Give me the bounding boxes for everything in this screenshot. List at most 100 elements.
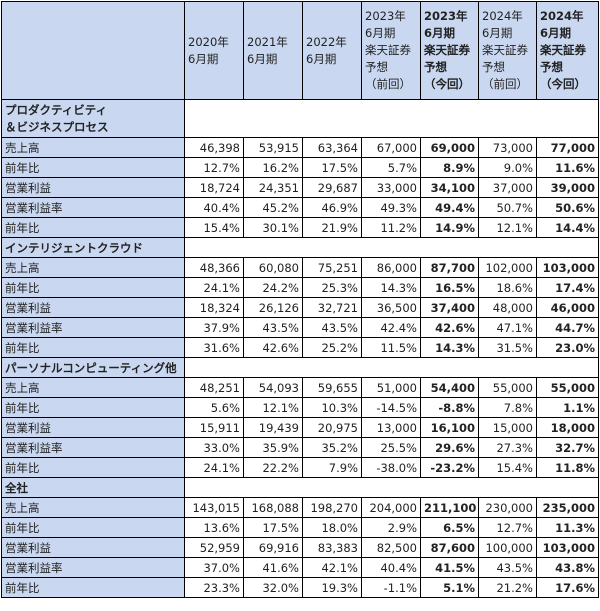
table-cell: 42.1% [302,557,362,578]
column-header-2024-previous: 2024年 6月期 楽天証券 予想 （前回） [478,1,537,100]
table-cell: 29,687 [302,177,362,198]
table-cell: 15,000 [478,417,537,438]
header-row: 2020年 6月期 2021年 6月期 2022年 6月期 2023年 6月期 … [1,1,599,100]
table-cell: 39,000 [536,177,599,198]
table-row: 売上高 46,398 53,915 63,364 67,000 69,000 73,000 7… [1,137,599,158]
table-cell: 5.6% [184,397,244,418]
table-cell: 103,000 [536,257,599,278]
table-cell: 48,366 [184,257,244,278]
table-cell: 47.1% [478,317,537,338]
table-row: 前年比 31.6% 42.6% 25.2% 11.5% 14.3% 31.5% 23.0% [1,337,599,358]
table-cell: 27.3% [478,437,537,458]
table-cell: 102,000 [478,257,537,278]
table-cell: 230,000 [478,497,537,518]
table-cell: 15.4% [184,217,244,238]
table-cell: 17.5% [302,157,362,178]
table-cell: 168,088 [243,497,303,518]
table-cell: 11.2% [361,217,421,238]
table-cell: 42.6% [420,317,479,338]
table-cell: 21.2% [478,577,537,598]
table-cell: 53,915 [243,137,303,158]
row-label: 前年比 [1,337,185,358]
table-cell: -14.5% [361,397,421,418]
column-header-2023-previous: 2023年 6月期 楽天証券 予想 （前回） [361,1,421,100]
table-cell: 5.7% [361,157,421,178]
table-cell: 37.9% [184,317,244,338]
table-cell: 15,911 [184,417,244,438]
table-cell: 83,383 [302,537,362,558]
table-cell: 13.6% [184,517,244,538]
table-cell: 54,093 [243,377,303,398]
table-cell: 7.9% [302,457,362,478]
table-cell: 11.8% [536,457,599,478]
table-cell: 204,000 [361,497,421,518]
table-cell: 75,251 [302,257,362,278]
section-title: パーソナルコンピューティング他 [1,357,185,378]
table-cell: 18.0% [302,517,362,538]
table-cell: 15.4% [478,457,537,478]
row-label: 前年比 [1,277,185,298]
table-cell: 37,400 [420,297,479,318]
column-header-2021: 2021年 6月期 [243,1,303,100]
table-cell: -23.2% [420,457,479,478]
table-row: 営業利益 52,959 69,916 83,383 82,500 87,600 100,00… [1,537,599,558]
table-cell: 44.7% [536,317,599,338]
table-cell: 17.6% [536,577,599,598]
table-row: 売上高 143,015 168,088 198,270 204,000 211,100 23… [1,497,599,518]
table-cell: -38.0% [361,457,421,478]
table-cell: 31.6% [184,337,244,358]
table-cell: 12.7% [184,157,244,178]
table-row: 売上高 48,251 54,093 59,655 51,000 54,400 55,000 5… [1,377,599,398]
row-label: 売上高 [1,257,185,278]
table-cell: 31.5% [478,337,537,358]
table-cell: 52,959 [184,537,244,558]
table-cell: 22.2% [243,457,303,478]
table-cell: 46,000 [536,297,599,318]
column-header-2020: 2020年 6月期 [184,1,244,100]
table-row: 前年比 5.6% 12.1% 10.3% -14.5% -8.8% 7.8% 1.1% [1,397,599,418]
section-header-row: 全社 [1,477,599,498]
row-label: 営業利益 [1,177,185,198]
table-cell: 19.3% [302,577,362,598]
table-cell: 11.3% [536,517,599,538]
table-cell: 54,400 [420,377,479,398]
table-row: 営業利益 18,724 24,351 29,687 33,000 34,100 37,000… [1,177,599,198]
section-title: インテリジェントクラウド [1,237,185,258]
table-row: 営業利益率 37.0% 41.6% 42.1% 40.4% 41.5% 43.5% 43.8% [1,557,599,578]
column-header-2024-current: 2024年 6月期 楽天証券 予想 （今回） [536,1,599,100]
table-cell: 14.3% [420,337,479,358]
table-row: 前年比 23.3% 32.0% 19.3% -1.1% 5.1% 21.2% 17.6% [1,577,599,598]
table-row: 前年比 12.7% 16.2% 17.5% 5.7% 8.9% 9.0% 11.6% [1,157,599,178]
table-body: プロダクティビティ ＆ビジネスプロセス 売上高 46,398 53,915 63,364… [1,99,599,598]
table-cell: 8.9% [420,157,479,178]
table-cell: 43.5% [243,317,303,338]
table-cell: 49.3% [361,197,421,218]
table-cell: 42.4% [361,317,421,338]
table-cell: 14.9% [420,217,479,238]
table-cell: 77,000 [536,137,599,158]
financial-forecast-table: 2020年 6月期 2021年 6月期 2022年 6月期 2023年 6月期 … [1,1,599,598]
table-cell: 46.9% [302,197,362,218]
table-cell: 33.0% [184,437,244,458]
table-cell: 16,100 [420,417,479,438]
table-row: 前年比 24.1% 24.2% 25.3% 14.3% 16.5% 18.6% 17.4% [1,277,599,298]
table-row: 営業利益 18,324 26,126 32,721 36,500 37,400 48,000… [1,297,599,318]
table-row: 売上高 48,366 60,080 75,251 86,000 87,700 102,000… [1,257,599,278]
table-cell: 37,000 [478,177,537,198]
table-cell: 32.7% [536,437,599,458]
row-label: 前年比 [1,517,185,538]
table-cell: 198,270 [302,497,362,518]
table-cell: 24.2% [243,277,303,298]
row-label: 営業利益率 [1,437,185,458]
section-header-spacer [184,477,599,498]
table-cell: 63,364 [302,137,362,158]
table-cell: 2.9% [361,517,421,538]
table-cell: 55,000 [478,377,537,398]
table-cell: -1.1% [361,577,421,598]
row-label: 前年比 [1,217,185,238]
table-cell: 51,000 [361,377,421,398]
row-label: 営業利益 [1,537,185,558]
table-cell: 23.0% [536,337,599,358]
table-cell: 45.2% [243,197,303,218]
table-cell: 59,655 [302,377,362,398]
